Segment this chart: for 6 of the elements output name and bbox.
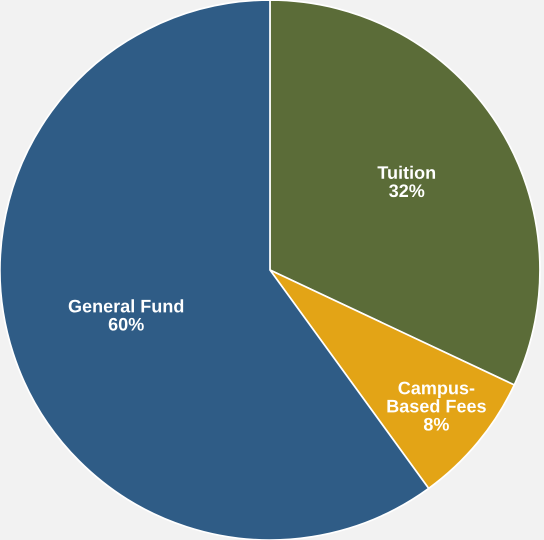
data-label: 60% <box>108 318 144 331</box>
data-label: 32% <box>389 184 424 198</box>
data-label: 8% <box>424 418 449 431</box>
slice-label: General Fund <box>68 299 184 312</box>
slice-label: Campus- Based Fees <box>387 382 486 413</box>
slice-label: Tuition <box>378 166 436 179</box>
